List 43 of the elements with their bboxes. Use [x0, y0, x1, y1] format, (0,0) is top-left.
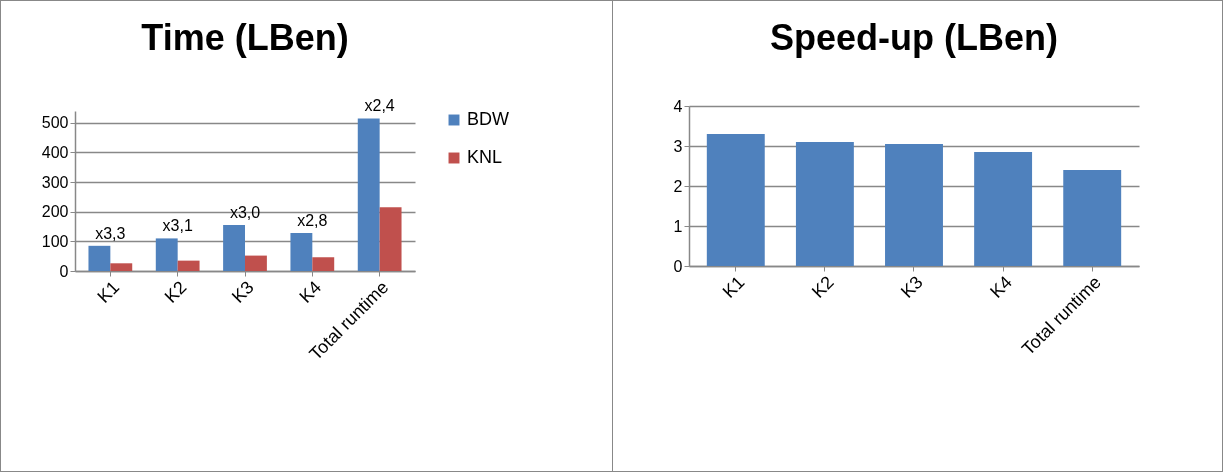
- bar: [795, 142, 854, 266]
- y-tick-label: 0: [59, 262, 69, 280]
- x-tick-label: K4: [985, 272, 1016, 302]
- bar: [312, 257, 335, 271]
- x-tick-label: K1: [718, 272, 749, 302]
- y-tick-label: 3: [673, 137, 683, 155]
- bar: [973, 152, 1032, 266]
- x-tick-label: K4: [295, 277, 326, 307]
- annotation: x3,3: [95, 224, 126, 242]
- annotation: x3,1: [162, 217, 193, 235]
- y-tick-label: 0: [673, 257, 683, 275]
- bar: [1062, 170, 1121, 266]
- y-tick-label: 2: [673, 177, 683, 195]
- legend-label: BDW: [467, 109, 509, 129]
- bar: [706, 134, 765, 266]
- bar: [177, 260, 200, 271]
- y-tick-label: 100: [41, 232, 69, 250]
- bar: [110, 263, 133, 271]
- y-tick-label: 4: [673, 97, 683, 115]
- bar: [155, 238, 178, 271]
- bar: [357, 118, 380, 271]
- bar: [223, 225, 245, 271]
- y-tick-label: 500: [41, 114, 69, 132]
- annotation: x2,8: [297, 212, 328, 230]
- x-tick-label: K3: [228, 277, 258, 307]
- annotation: x2,4: [364, 97, 395, 115]
- legend-label: KNL: [467, 147, 503, 167]
- y-tick-label: 400: [41, 143, 69, 161]
- x-tick-label: K1: [93, 277, 124, 307]
- bar: [245, 255, 267, 271]
- chart-title: Speed-up (LBen): [769, 17, 1058, 58]
- y-tick-label: 300: [41, 173, 69, 191]
- bar: [88, 245, 111, 271]
- chart-title: Time (LBen): [141, 17, 349, 59]
- bar: [290, 233, 313, 271]
- bar: [884, 144, 943, 266]
- x-tick-label: K2: [807, 272, 838, 302]
- y-tick-label: 1: [673, 217, 683, 235]
- y-tick-label: 200: [41, 203, 69, 221]
- annotation: x3,0: [229, 204, 261, 222]
- x-tick-label: K2: [160, 277, 191, 307]
- x-tick-label: K3: [896, 272, 927, 302]
- bar: [379, 207, 402, 271]
